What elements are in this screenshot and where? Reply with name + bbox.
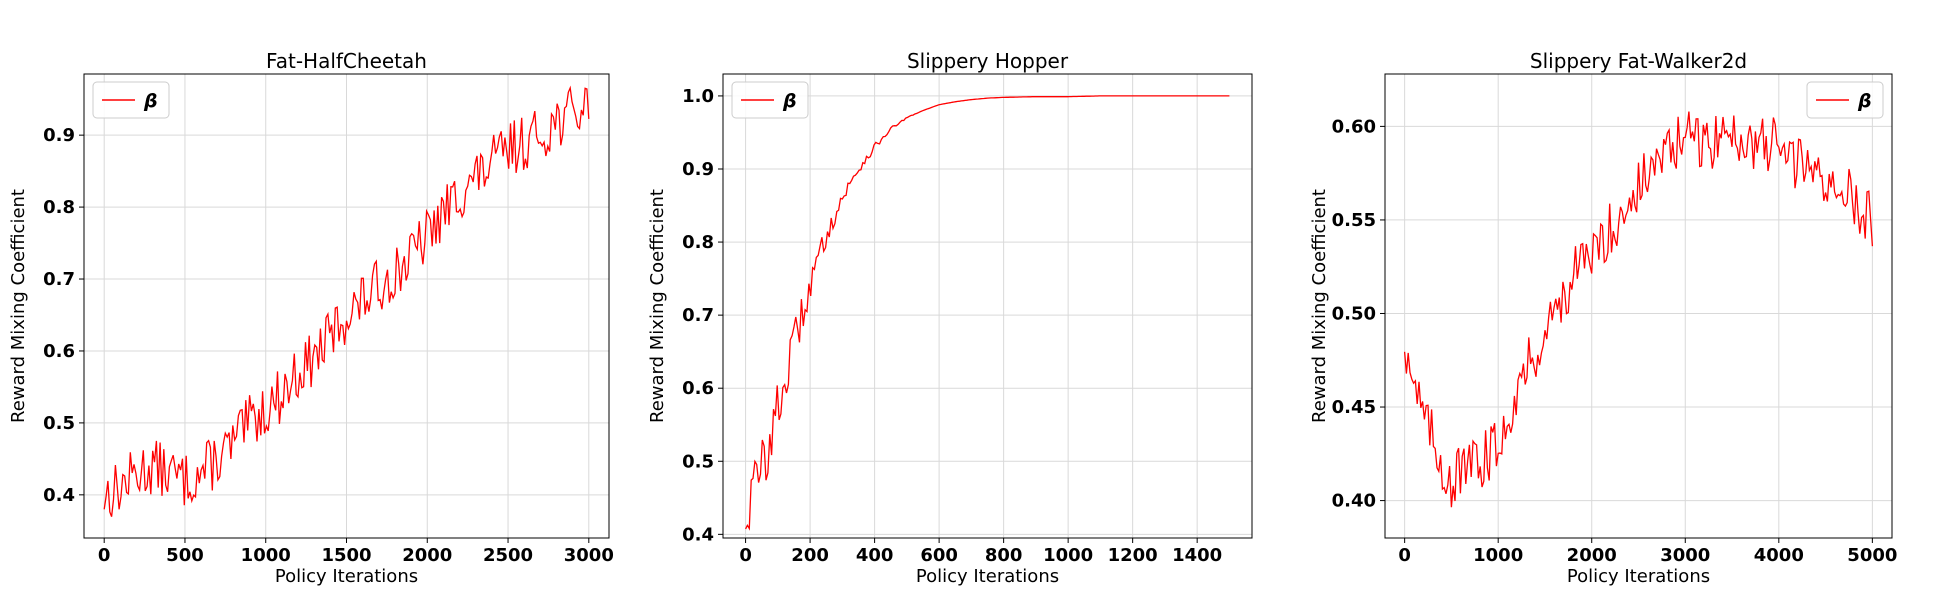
chart-title: Fat-HalfCheetah xyxy=(266,49,427,73)
x-tick-label: 600 xyxy=(920,545,958,566)
y-tick-label: 0.5 xyxy=(682,451,714,472)
x-tick-label: 2000 xyxy=(1567,545,1617,566)
y-tick-label: 0.45 xyxy=(1332,397,1376,418)
x-tick-label: 4000 xyxy=(1754,545,1804,566)
chart-panel-1: 0 500 1000 1500 2000 2500 3000 0.4 0.5 0.6 0.7 0.8 0… xyxy=(8,49,614,587)
plot-frame xyxy=(1384,73,1893,539)
x-tick-label: 2500 xyxy=(483,545,533,566)
x-tick-label: 200 xyxy=(791,545,829,566)
y-tick-label: 0.8 xyxy=(682,232,714,253)
series-line-1 xyxy=(745,95,1230,531)
y-tick-label: 0.7 xyxy=(682,305,714,326)
x-tick-label: 0 xyxy=(1398,545,1411,566)
chart-panel-2: 0 200 400 600 800 1000 1200 1400 0.4 0.5 0.6 0.7 0.8… xyxy=(647,49,1253,587)
y-tick-label: 0.6 xyxy=(682,378,714,399)
x-tick-label: 3000 xyxy=(564,545,614,566)
y-axis-label: Reward Mixing Coefficient xyxy=(1309,189,1330,423)
y-tick-label: 0.7 xyxy=(43,269,75,290)
x-tick-label: 1400 xyxy=(1172,545,1222,566)
y-tick-label: 0.9 xyxy=(682,159,714,180)
x-tick-label: 500 xyxy=(166,545,204,566)
y-tick-label: 0.8 xyxy=(43,197,75,218)
plot-frame xyxy=(722,73,1253,539)
legend: β xyxy=(92,81,170,119)
x-tick-label: 5000 xyxy=(1847,545,1897,566)
series-line-1 xyxy=(1403,111,1874,508)
y-axis-label: Reward Mixing Coefficient xyxy=(8,189,29,423)
x-axis-label: Policy Iterations xyxy=(916,566,1059,587)
x-tick-label: 2000 xyxy=(402,545,452,566)
x-tick-label: 1000 xyxy=(1473,545,1523,566)
x-tick-label: 1500 xyxy=(321,545,371,566)
y-tick-label: 0.60 xyxy=(1332,116,1376,137)
chart-title: Slippery Hopper xyxy=(907,49,1069,73)
series-line-1 xyxy=(103,85,590,517)
y-tick-label: 0.4 xyxy=(43,485,75,506)
x-tick-label: 0 xyxy=(739,545,752,566)
y-tick-label: 0.40 xyxy=(1332,491,1376,512)
chart-title: Slippery Fat-Walker2d xyxy=(1530,49,1747,73)
y-axis-label: Reward Mixing Coefficient xyxy=(647,189,668,423)
legend-label: β xyxy=(782,90,797,112)
y-tick-label: 0.5 xyxy=(43,413,75,434)
y-tick-label: 0.4 xyxy=(682,524,714,545)
y-tick-label: 0.50 xyxy=(1332,303,1376,324)
legend: β xyxy=(1806,81,1884,119)
x-tick-label: 1200 xyxy=(1108,545,1158,566)
x-axis-label: Policy Iterations xyxy=(1567,566,1710,587)
x-tick-label: 0 xyxy=(98,545,111,566)
x-tick-label: 3000 xyxy=(1660,545,1710,566)
x-axis-label: Policy Iterations xyxy=(275,566,418,587)
y-tick-label: 0.55 xyxy=(1332,210,1376,231)
y-tick-label: 1.0 xyxy=(682,86,714,107)
x-tick-label: 1000 xyxy=(1043,545,1093,566)
legend-label: β xyxy=(143,90,158,112)
y-tick-label: 0.6 xyxy=(43,341,75,362)
x-tick-label: 1000 xyxy=(241,545,291,566)
legend: β xyxy=(731,81,809,119)
y-tick-label: 0.9 xyxy=(43,125,75,146)
x-tick-label: 800 xyxy=(985,545,1023,566)
x-tick-label: 400 xyxy=(856,545,894,566)
legend-label: β xyxy=(1857,90,1872,112)
chart-panel-3: 0 1000 2000 3000 4000 5000 0.40 0.45 0.50 0.55 0.6… xyxy=(1309,49,1897,587)
